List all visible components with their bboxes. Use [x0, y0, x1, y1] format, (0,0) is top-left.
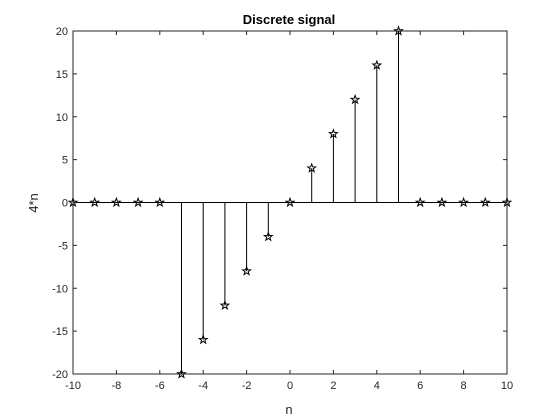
stem-marker	[436, 196, 448, 208]
y-tick-label: -15	[52, 326, 68, 338]
stem-marker	[219, 299, 231, 311]
stem-marker	[393, 25, 404, 36]
y-tick-label: 5	[62, 155, 68, 167]
y-ticks-group: -20 -15 -10 -5 0 5 10 15 20	[52, 26, 507, 381]
x-tick-label: 4	[374, 380, 380, 392]
stem-marker	[132, 196, 144, 208]
x-axis-label: n	[285, 402, 292, 417]
stem-marker	[414, 196, 426, 208]
y-tick-label: 10	[56, 112, 68, 124]
stem-marker	[458, 196, 470, 208]
stem-marker	[241, 265, 253, 276]
stem-marker	[89, 196, 101, 208]
x-tick-label: 8	[461, 380, 467, 392]
x-tick-label: 6	[417, 380, 423, 392]
y-tick-label: 20	[56, 26, 68, 38]
x-tick-label: 0	[287, 380, 293, 392]
stem-marker	[306, 162, 318, 173]
x-tick-label: -10	[65, 380, 81, 392]
x-ticks-group: -10 -8 -6 -4 -2 0 2 4 6 8 10	[65, 31, 513, 392]
stem-marker	[479, 196, 491, 208]
x-tick-label: 2	[330, 380, 336, 392]
stem-marker	[176, 368, 187, 379]
stem-marker	[284, 196, 296, 208]
y-tick-label: 0	[62, 198, 68, 210]
stem-marker	[371, 59, 383, 70]
stem-marker	[110, 196, 122, 208]
stem-marker	[154, 196, 166, 208]
chart-title: Discrete signal	[243, 12, 336, 27]
x-tick-label: -8	[112, 380, 122, 392]
y-tick-label: -5	[58, 240, 68, 252]
x-tick-label: -6	[155, 380, 165, 392]
y-tick-label: -10	[52, 283, 68, 295]
x-tick-label: -2	[242, 380, 252, 392]
stem-marker	[197, 334, 209, 345]
y-axis-label: 4*n	[26, 193, 41, 213]
y-tick-label: 15	[56, 69, 68, 81]
x-tick-label: -4	[198, 380, 208, 392]
stem-marker	[327, 128, 339, 139]
stem-marker	[262, 231, 274, 242]
y-tick-label: -20	[52, 369, 68, 381]
stem-marker	[67, 196, 79, 208]
stem-marker	[349, 93, 361, 105]
stem-marker	[501, 196, 513, 208]
stems-group	[67, 25, 513, 379]
x-tick-label: 10	[501, 380, 513, 392]
